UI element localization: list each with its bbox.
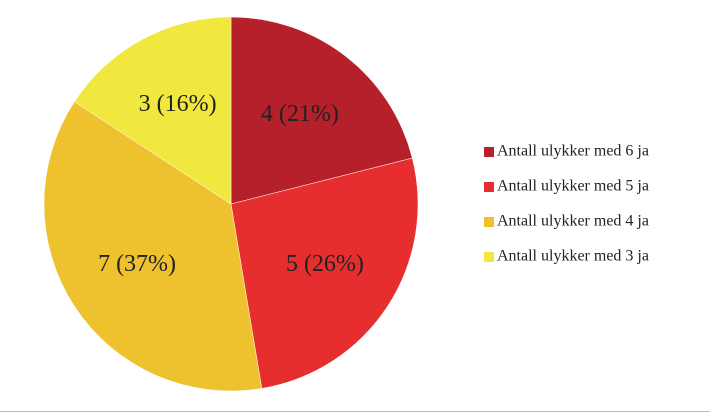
legend-label: Antall ulykker med 6 ja — [497, 143, 649, 160]
pie-slice — [74, 16, 232, 205]
legend-label: Antall ulykker med 3 ja — [497, 248, 649, 265]
legend-swatch — [484, 147, 494, 157]
legend-label: Antall ulykker med 4 ja — [497, 213, 649, 230]
legend-swatch — [484, 252, 494, 262]
pie-slice — [230, 16, 413, 205]
slice-label: 3 (16%) — [139, 91, 217, 117]
pie-slice — [230, 157, 419, 389]
slice-label: 5 (26%) — [286, 251, 364, 277]
legend-swatch — [484, 182, 494, 192]
legend-label: Antall ulykker med 5 ja — [497, 178, 649, 195]
pie-slice — [43, 101, 263, 392]
slice-label: 7 (37%) — [98, 251, 176, 277]
legend-swatch — [484, 217, 494, 227]
slice-label: 4 (21%) — [261, 101, 339, 127]
